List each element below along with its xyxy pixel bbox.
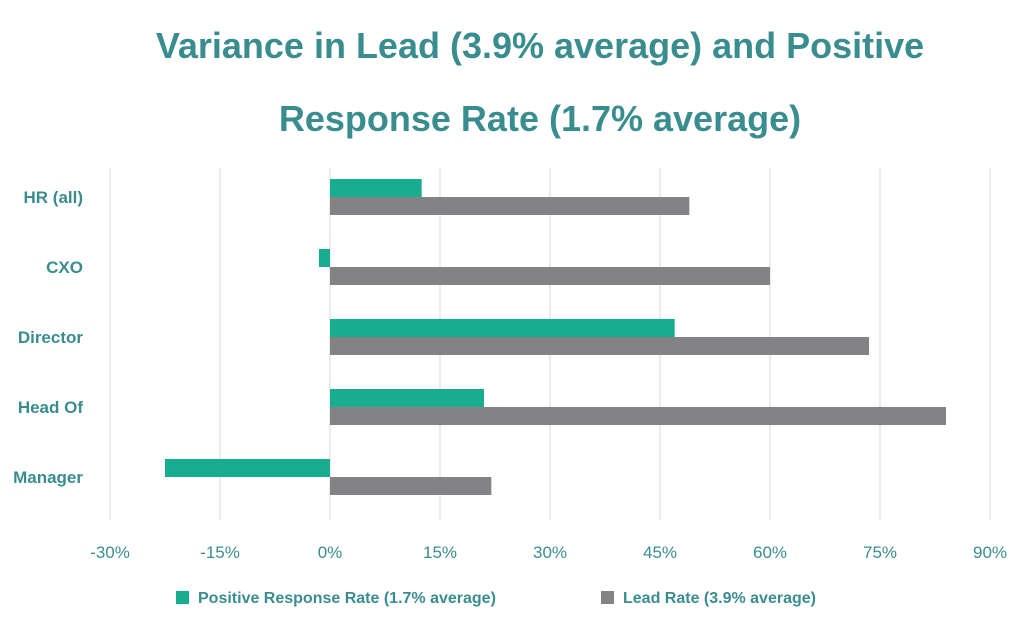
bar-positive-response-4	[165, 459, 330, 477]
category-label-3: Head Of	[18, 398, 84, 417]
x-tick-label-6: 60%	[753, 543, 787, 562]
category-label-2: Director	[18, 328, 84, 347]
legend-swatch-0	[176, 591, 189, 604]
category-label-1: CXO	[46, 258, 83, 277]
y-axis-categories: HR (all) CXO Director Head Of Manager	[13, 188, 83, 487]
bar-lead-rate-1	[330, 267, 770, 285]
chart-title-line-1: Variance in Lead (3.9% average) and Posi…	[156, 25, 924, 66]
x-tick-label-0: -30%	[90, 543, 130, 562]
chart-title-line-2: Response Rate (1.7% average)	[279, 98, 801, 139]
bar-lead-rate-3	[330, 407, 946, 425]
category-label-4: Manager	[13, 468, 83, 487]
legend-label-0: Positive Response Rate (1.7% average)	[198, 590, 496, 607]
chart-title: Variance in Lead (3.9% average) and Posi…	[156, 25, 924, 139]
x-tick-label-8: 90%	[973, 543, 1007, 562]
bar-lead-rate-2	[330, 337, 869, 355]
bar-positive-response-2	[330, 319, 675, 337]
bar-positive-response-3	[330, 389, 484, 407]
bars	[165, 179, 946, 495]
bar-lead-rate-0	[330, 197, 690, 215]
x-tick-label-2: 0%	[318, 543, 343, 562]
bar-lead-rate-4	[330, 477, 492, 495]
legend-swatch-1	[601, 591, 614, 604]
category-label-0: HR (all)	[24, 188, 84, 207]
x-axis-ticks: -30% -15% 0% 15% 30% 45% 60% 75% 90%	[90, 543, 1007, 562]
x-tick-label-7: 75%	[863, 543, 897, 562]
legend-label-1: Lead Rate (3.9% average)	[623, 590, 816, 607]
legend: Positive Response Rate (1.7% average) Lea…	[176, 590, 816, 607]
x-tick-label-4: 30%	[533, 543, 567, 562]
x-tick-label-1: -15%	[200, 543, 240, 562]
x-tick-label-5: 45%	[643, 543, 677, 562]
x-tick-label-3: 15%	[423, 543, 457, 562]
bar-positive-response-1	[319, 249, 330, 267]
bar-positive-response-0	[330, 179, 422, 197]
